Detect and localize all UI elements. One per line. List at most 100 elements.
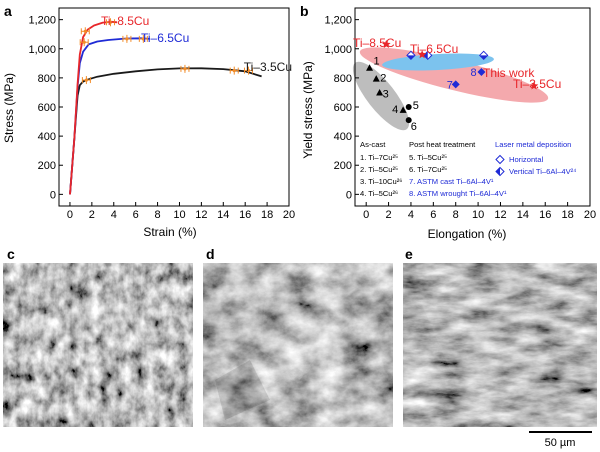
label-ti-3-5cu-b: Ti–3.5Cu [513,77,561,91]
panel-label-c: c [7,246,15,262]
x-tick-label: 10 [173,209,185,221]
panel-b-points: 12 34 5 6 7 8 [366,39,539,133]
series-label-a: Ti–6.5Cu [141,31,189,45]
y-tick-label: 0 [50,189,56,201]
x-tick-label: 12 [494,209,506,221]
this-work-star [417,50,427,59]
literature-point-5: 5 [405,100,419,112]
literature-number: 6 [411,121,417,133]
legend-laser-heading: Laser metal deposition [495,140,571,149]
y-tick-label: 400 [334,131,352,143]
x-tick-label: 4 [111,209,117,221]
sem-image-c [3,263,193,427]
error-bar [138,34,148,43]
x-tick-label: 18 [261,209,273,221]
x-tick-label: 8 [453,209,459,221]
literature-point-6: 6 [405,117,417,133]
curve-ti-3-5cu [69,67,262,195]
x-tick-label: 20 [283,209,295,221]
x-tick-label: 14 [217,209,229,221]
y-tick-label: 200 [334,160,352,172]
legend-vertical-marker [495,166,505,177]
laser-point-horizontal [406,50,416,61]
literature-point-1: 1 [366,56,380,71]
x-tick-label: 12 [195,209,207,221]
panel-c: c [3,246,193,427]
literature-point-8: 8 [470,67,486,79]
literature-point-4: 4 [392,104,407,116]
y-tick-label: 1,200 [324,15,352,27]
legend-post-heat-8: 8. ASTM wrought Ti–6Al–4V¹ [409,189,507,198]
y-tick-label: 600 [334,102,352,114]
panel-a: a 0 2 4 6 8 10 12 14 16 18 2002004006008001,0001,2… [2,3,295,239]
label-ti-8-5cu-b: Ti–8.5Cu [353,36,401,50]
scale-bar: 50 µm [529,431,592,449]
panel-label-d: d [206,246,215,262]
label-ti-6-5cu-b: Ti–6.5Cu [410,42,458,56]
series-label-a: Ti–3.5Cu [244,60,292,74]
y-tick-label: 800 [334,73,352,85]
panel-a-ylabel: Stress (MPa) [2,73,16,143]
legend-as-cast-1: 1. Ti–7Cu²⁵ [360,153,398,162]
y-tick-label: 1,200 [28,15,56,27]
panel-a-series-labels: Ti–8.5Cu Ti–6.5Cu Ti–3.5Cu [101,14,292,74]
legend-laser-vertical: Vertical Ti–6Al–4V²⁴ [509,167,576,176]
legend-as-cast-3: 3. Ti–10Cu²⁶ [360,177,402,186]
y-tick-label: 1,000 [324,44,352,56]
legend-as-cast-2: 2. Ti–5Cu²⁵ [360,165,398,174]
y-tick-label: 600 [38,102,56,114]
error-bar [243,66,253,75]
error-bar [229,66,239,75]
error-bar [81,76,91,85]
this-work-star [382,39,391,48]
x-tick-label: 4 [408,209,414,221]
error-bar [105,18,115,27]
x-tick-label: 0 [363,209,369,221]
panel-b-legend: As-cast 1. Ti–7Cu²⁵ 2. Ti–5Cu²⁵ 3. Ti–10… [360,140,576,198]
sem-image-d [203,263,393,427]
literature-number: 7 [447,79,453,91]
error-bar [79,38,89,47]
x-tick-label: 10 [472,209,484,221]
literature-number: 5 [413,100,419,112]
legend-post-heat-heading: Post heat treatment [409,140,476,149]
x-tick-label: 6 [430,209,436,221]
literature-number: 3 [383,88,389,100]
panel-e: e [403,246,597,427]
panel-label-a: a [4,3,12,19]
curve-ti-6-5cu [69,37,150,195]
panel-a-xlabel: Strain (%) [143,225,196,239]
series-label-a: Ti–8.5Cu [101,14,149,28]
panel-label-e: e [405,246,413,262]
panel-a-error-bars [79,18,253,85]
panel-label-b: b [300,3,309,19]
literature-point-2: 2 [372,73,386,85]
literature-number: 1 [374,56,380,68]
this-work-star [529,81,539,90]
legend-as-cast-4: 4. Ti–5Cu²⁶ [360,189,398,198]
x-tick-label: 14 [517,209,529,221]
laser-point-horizontal [478,50,489,61]
x-tick-label: 6 [133,209,139,221]
x-tick-label: 8 [155,209,161,221]
literature-point-7: 7 [447,79,460,91]
legend-as-cast-heading: As-cast [360,140,386,149]
y-tick-label: 1,000 [28,44,56,56]
literature-number: 8 [470,67,476,79]
panel-d: d [203,246,393,427]
legend-post-heat-6: 6. Ti–7Cu²⁵ [409,165,447,174]
x-tick-label: 20 [584,209,596,221]
legend-post-heat-5: 5. Ti–5Cu²⁵ [409,153,447,162]
panel-a-curves [69,20,262,195]
literature-point-3: 3 [376,88,389,100]
x-tick-label: 16 [239,209,251,221]
literature-number: 2 [380,73,386,85]
y-tick-label: 400 [38,131,56,143]
panel-b-xlabel: Elongation (%) [428,227,507,241]
error-bar [80,27,90,36]
x-tick-label: 0 [67,209,73,221]
y-tick-label: 0 [346,189,352,201]
